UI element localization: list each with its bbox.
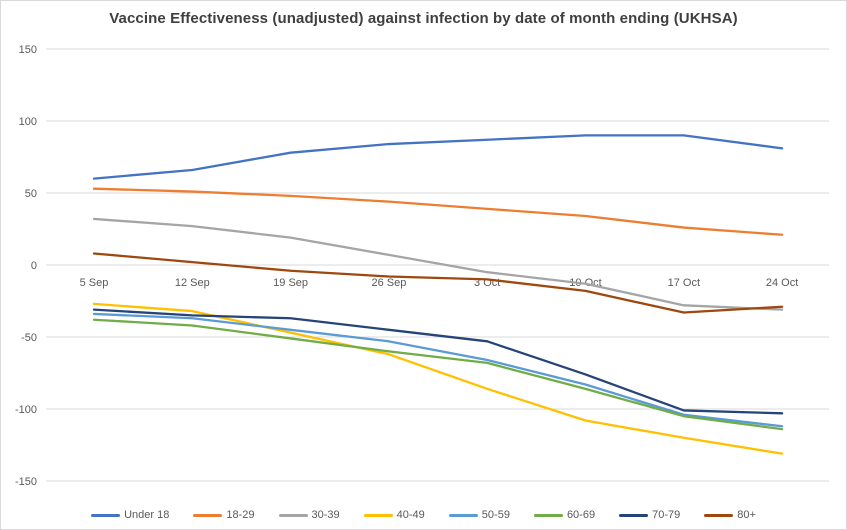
y-axis-tick-label: -150 (15, 476, 37, 488)
series-line-30-39 (92, 217, 784, 311)
legend-label: 80+ (737, 509, 756, 521)
legend-line-swatch (448, 513, 478, 517)
legend-line-swatch (704, 513, 734, 517)
x-axis-tick-label: 24 Oct (766, 277, 798, 289)
legend-label: 30-39 (311, 509, 340, 521)
y-axis-tick-label: 50 (25, 188, 37, 200)
legend-label: 70-79 (652, 509, 681, 521)
legend-label: 18-29 (226, 509, 255, 521)
legend-item-80-: 80+ (704, 509, 756, 521)
x-axis-tick-label: 12 Sep (175, 277, 210, 289)
series-line-under-18 (92, 134, 784, 180)
x-axis-tick-label: 26 Sep (371, 277, 406, 289)
legend: Under 18 18-29 30-39 40-49 50-59 60-69 70-79 80… (1, 509, 846, 521)
series-line-18-29 (92, 187, 784, 236)
legend-item-50-59: 50-59 (448, 509, 510, 521)
y-axis-tick-label: 100 (19, 116, 37, 128)
legend-label: 50-59 (481, 509, 510, 521)
legend-label: Under 18 (124, 509, 170, 521)
legend-label: 40-49 (396, 509, 425, 521)
y-axis-tick-label: -50 (21, 332, 37, 344)
legend-item-under-18: Under 18 (91, 509, 169, 521)
chart-title: Vaccine Effectiveness (unadjusted) again… (109, 10, 738, 27)
y-axis-tick-label: -100 (15, 404, 37, 416)
series-line-40-49 (92, 302, 784, 455)
y-axis-tick-label: 150 (19, 44, 37, 56)
legend-item-70-79: 70-79 (619, 509, 680, 521)
legend-line-swatch (619, 513, 649, 517)
legend-label: 60-69 (566, 509, 596, 521)
x-axis-tick-label: 5 Sep (80, 277, 109, 289)
legend-item-30-39: 30-39 (278, 509, 340, 521)
y-axis-tick-label: 0 (31, 260, 37, 272)
series-line-60-69 (92, 318, 784, 431)
series-line-50-59 (92, 312, 784, 428)
legend-line-swatch (278, 513, 308, 517)
legend-line-swatch (193, 513, 223, 517)
series-line-70-79 (92, 308, 784, 415)
legend-line-swatch (91, 513, 121, 517)
legend-item-40-49: 40-49 (363, 509, 425, 521)
legend-line-swatch (533, 513, 563, 517)
x-axis-tick-label: 17 Oct (668, 277, 700, 289)
legend-item-18-29: 18-29 (193, 509, 255, 521)
x-axis-tick-label: 19 Sep (273, 277, 308, 289)
legend-item-60-69: 60-69 (533, 509, 596, 521)
series-line-80- (92, 252, 784, 314)
legend-line-swatch (363, 513, 393, 517)
